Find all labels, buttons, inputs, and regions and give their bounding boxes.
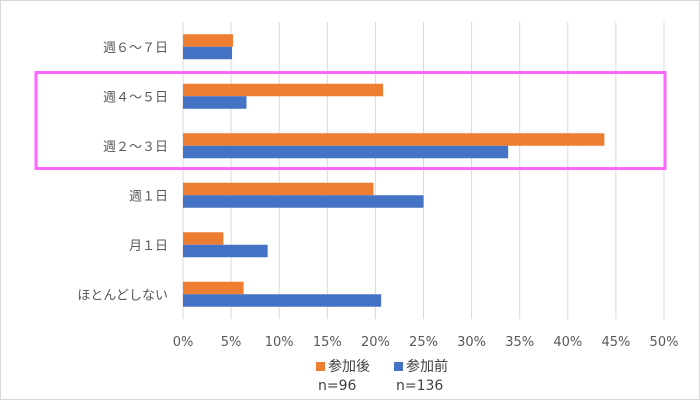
bar-before bbox=[183, 195, 424, 208]
legend-label: 参加前 bbox=[406, 358, 448, 375]
bar-after bbox=[183, 83, 384, 97]
x-tick-label: 20% bbox=[361, 335, 390, 350]
category-label: 週６～７日 bbox=[103, 41, 168, 56]
x-tick-label: 35% bbox=[505, 335, 534, 350]
legend-label: 参加後 bbox=[328, 358, 370, 375]
bar-after bbox=[183, 281, 244, 295]
legend-sample-size: n=136 bbox=[396, 378, 443, 394]
x-tick-label: 45% bbox=[601, 335, 630, 350]
legend-swatch bbox=[316, 362, 325, 371]
category-label: 週１日 bbox=[129, 189, 168, 204]
axes: 0% 5% 10% 15% 20% 25% 30% 35% 40% 45% 50% 週６～７日週４～５… bbox=[77, 41, 678, 350]
x-tick-label: 0% bbox=[173, 335, 194, 350]
x-tick-label: 25% bbox=[409, 335, 438, 350]
highlight-box-layer bbox=[34, 71, 667, 170]
legend-sample-size: n=96 bbox=[318, 378, 357, 394]
bar-before bbox=[183, 145, 509, 159]
bar-after bbox=[183, 34, 234, 47]
category-label: 週２～３日 bbox=[103, 140, 168, 155]
x-tick-label: 15% bbox=[313, 335, 342, 350]
x-tick-label: 10% bbox=[265, 335, 294, 350]
x-tick-label: 30% bbox=[457, 335, 486, 350]
x-tick-label: 40% bbox=[553, 335, 582, 350]
x-tick-label: 50% bbox=[650, 335, 679, 350]
bar-after bbox=[183, 133, 605, 146]
bar-before bbox=[183, 244, 268, 258]
category-label: ほとんどしない bbox=[77, 288, 168, 303]
category-label: 週４～５日 bbox=[103, 90, 168, 105]
bar-after bbox=[183, 182, 374, 196]
bar-before bbox=[183, 46, 233, 60]
bar-after bbox=[183, 232, 224, 245]
legend-swatch bbox=[394, 362, 403, 371]
bar-before bbox=[183, 96, 247, 109]
bars bbox=[183, 34, 605, 307]
legend: 参加後 n=96 参加前 n=136 bbox=[316, 358, 448, 394]
highlight-box bbox=[34, 71, 667, 170]
x-tick-label: 5% bbox=[221, 335, 242, 350]
category-label: 月１日 bbox=[129, 239, 168, 254]
bar-before bbox=[183, 294, 382, 307]
gridlines bbox=[182, 22, 665, 319]
